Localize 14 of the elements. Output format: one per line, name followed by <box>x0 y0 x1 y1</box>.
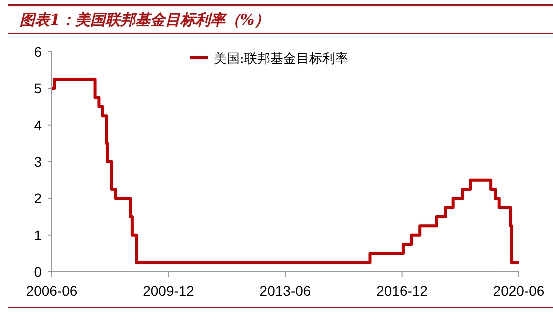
y-tick-label: 4 <box>34 117 42 134</box>
x-tick-label: 2016-12 <box>376 283 428 299</box>
x-tick-label: 2013-06 <box>260 283 312 299</box>
y-tick-label: 5 <box>34 80 42 97</box>
chart-title: 图表1：美国联邦基金目标利率（%） <box>20 11 270 29</box>
y-tick-label: 1 <box>34 227 42 244</box>
x-tick-label: 2009-12 <box>143 283 195 299</box>
y-tick-label: 2 <box>34 190 42 207</box>
x-tick-label: 2006-06 <box>26 283 78 299</box>
legend-label: 美国:联邦基金目标利率 <box>214 51 348 67</box>
y-tick-label: 0 <box>34 264 42 280</box>
y-tick-label: 6 <box>34 44 42 60</box>
y-tick-label: 3 <box>34 154 42 170</box>
x-tick-label: 2020-06 <box>493 283 545 299</box>
